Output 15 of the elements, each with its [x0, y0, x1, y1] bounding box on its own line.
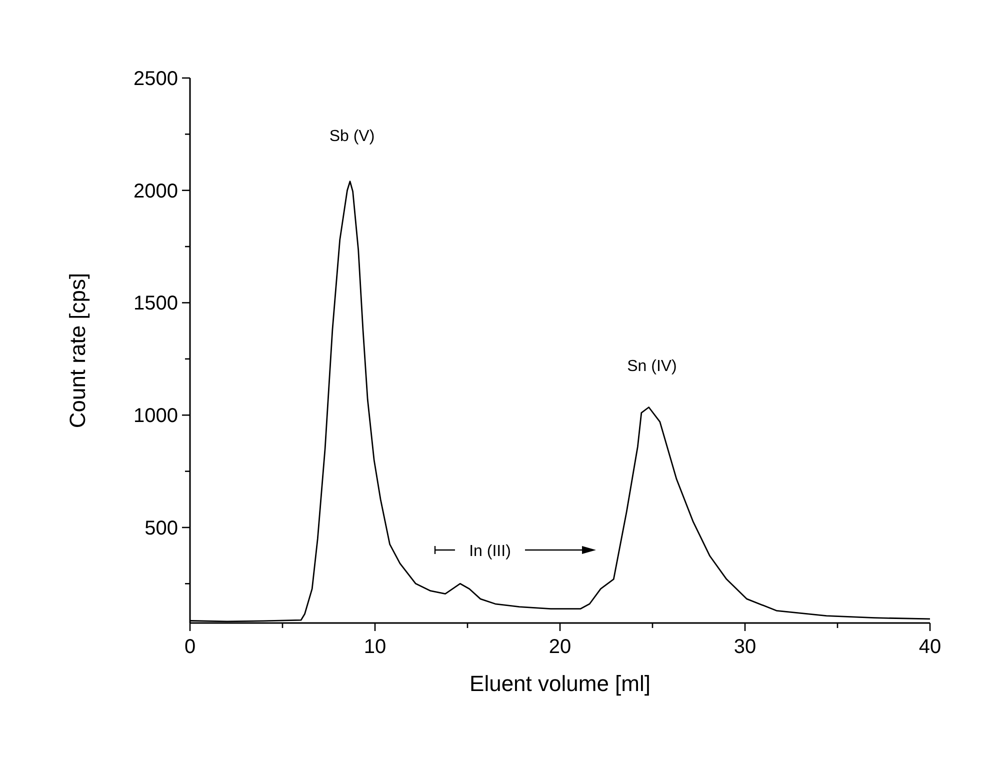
- x-tick-label: 30: [734, 636, 756, 658]
- annotation: Sn (IV): [627, 358, 677, 375]
- x-tick-label: 40: [918, 636, 942, 658]
- y-tick-label: 1000: [134, 405, 178, 428]
- x-tick-label: 10: [364, 636, 386, 658]
- x-tick-label: 20: [548, 636, 572, 658]
- x-axis-title: Eluent volume [ml]: [470, 671, 650, 696]
- annotation: In (III): [469, 543, 511, 560]
- y-tick-label: 2500: [134, 68, 178, 90]
- x-tick-label: 0: [184, 636, 196, 658]
- y-tick-label: 500: [144, 517, 178, 540]
- y-tick-label: 2000: [134, 180, 178, 202]
- annotation: Sb (V): [329, 128, 375, 145]
- y-axis-title: Count rate [cps]: [65, 272, 90, 428]
- y-tick-label: 1500: [134, 292, 178, 315]
